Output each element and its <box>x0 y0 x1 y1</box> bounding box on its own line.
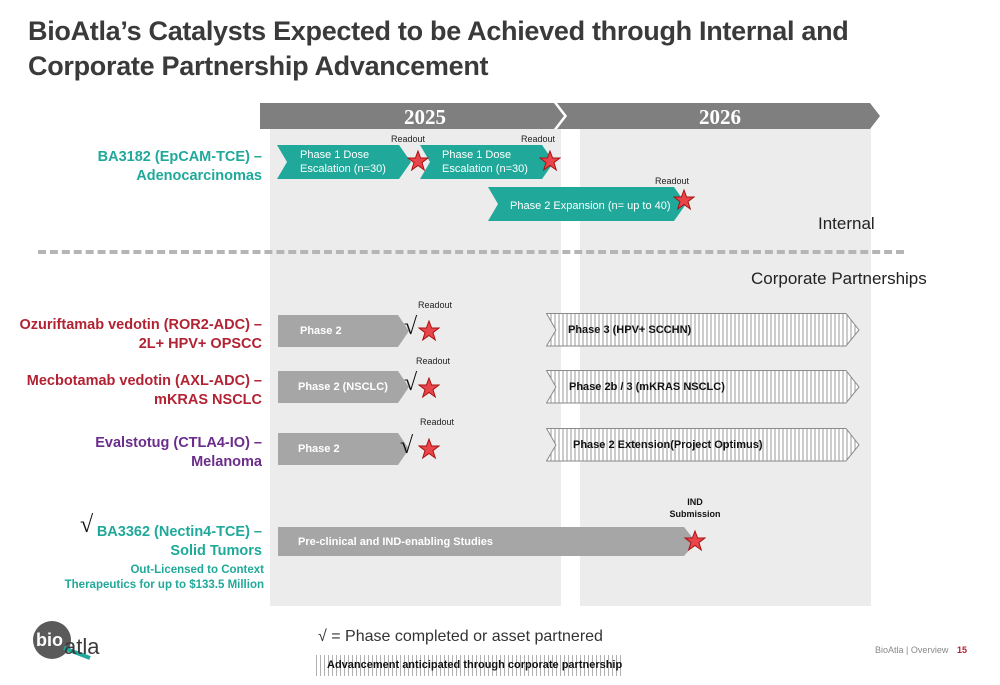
section-corporate-label: Corporate Partnerships <box>751 269 927 288</box>
mecbotamab-phase2b3-hatched-bar <box>546 370 860 404</box>
legend-check-text: √ = Phase completed or asset partnered <box>318 628 603 645</box>
asset-ba3362: BA3362 (Nectin4-TCE) – Solid Tumors <box>96 524 262 559</box>
evalstotug-phase2-bar <box>278 433 409 465</box>
readout-star-icon <box>418 320 440 342</box>
year-header-band <box>260 103 880 129</box>
ba3182-readout-c: Readout <box>655 176 690 186</box>
ba3362-partnered-check: √ <box>80 512 94 538</box>
ba3182-phase1-label-b: Phase 1 Dose Escalation (n=30) <box>442 149 528 175</box>
logo-atla-text: atla <box>64 634 100 659</box>
readout-star-icon <box>539 150 561 172</box>
ozuriftamab-readout: Readout <box>418 300 453 310</box>
ozuriftamab-phase3-hatched-bar <box>546 313 860 347</box>
ba3362-ind-milestone: IND Submission <box>669 497 721 519</box>
ba3362-preclinical-label: Pre-clinical and IND-enabling Studies <box>298 536 493 548</box>
footer-company: BioAtla <box>875 645 904 655</box>
legend-hatch-text: Advancement anticipated through corporat… <box>327 659 623 671</box>
mecbotamab-completed-check: √ <box>404 370 418 396</box>
footer: BioAtla | Overview 15 <box>875 645 967 655</box>
legend-hatched-swatch <box>313 655 621 676</box>
asset-ba3182-indication: Adenocarcinomas <box>136 168 262 184</box>
asset-mecbotamab: Mecbotamab vedotin (AXL-ADC) – mKRAS NSCL… <box>26 373 262 408</box>
section-internal-label: Internal <box>818 214 875 233</box>
ozuriftamab-phase2-bar <box>278 315 409 347</box>
evalstotug-readout: Readout <box>420 417 455 427</box>
asset-evalstotug: Evalstotug (CTLA4-IO) – Melanoma <box>95 435 262 470</box>
year-2026-label: 2026 <box>699 105 741 129</box>
asset-ba3182: BA3182 (EpCAM-TCE) – Adenocarcinomas <box>40 148 262 186</box>
evalstotug-extension-hatched-bar <box>546 428 860 462</box>
ba3182-phase1-bar-b <box>420 145 554 179</box>
page-title: BioAtla’s Catalysts Expected to be Achie… <box>28 16 849 81</box>
evalstotug-extension-label: Phase 2 Extension(Project Optimus) <box>573 439 763 451</box>
readout-star-icon <box>407 150 429 172</box>
ba3362-preclinical-bar <box>278 527 696 556</box>
ozuriftamab-phase3-label: Phase 3 (HPV+ SCCHN) <box>568 324 692 336</box>
mecbotamab-phase2b3-label: Phase 2b / 3 (mKRAS NSCLC) <box>569 381 725 393</box>
asset-ozuriftamab: Ozuriftamab vedotin (ROR2-ADC) –2L+ HPV+… <box>19 317 263 352</box>
ba3182-phase2-label: Phase 2 Expansion (n= up to 40) <box>510 200 671 212</box>
mecbotamab-readout: Readout <box>416 356 451 366</box>
page-number: 15 <box>956 645 967 655</box>
ozuriftamab-completed-check: √ <box>404 314 418 340</box>
ba3182-phase2-bar <box>488 187 686 221</box>
evalstotug-completed-check: √ <box>400 433 414 459</box>
year-2025-label: 2025 <box>404 105 446 129</box>
logo-mark-icon <box>33 621 91 660</box>
bioatla-logo: bio atla <box>30 618 110 668</box>
mecbotamab-phase2-label: Phase 2 (NSCLC) <box>298 381 388 393</box>
readout-star-icon <box>418 377 440 399</box>
section-divider <box>38 250 904 254</box>
readout-star-icon <box>418 438 440 460</box>
footer-separator: | <box>906 645 909 655</box>
ba3182-readout-b: Readout <box>521 134 556 144</box>
ba3362-license-note: Out-Licensed to Context Therapeutics for … <box>64 564 264 591</box>
ozuriftamab-phase2-label: Phase 2 <box>300 325 342 337</box>
footer-section: Overview <box>910 645 949 655</box>
logo-bio-text: bio <box>36 630 63 650</box>
ba3182-readout-a: Readout <box>391 134 426 144</box>
ba3182-phase1-bar-a <box>277 145 411 179</box>
asset-ba3182-name: BA3182 (EpCAM-TCE) – <box>97 149 262 165</box>
readout-star-icon <box>673 189 695 211</box>
evalstotug-phase2-label: Phase 2 <box>298 443 340 455</box>
ba3182-phase1-label-a: Phase 1 Dose Escalation (n=30) <box>300 149 386 175</box>
milestone-star-icon <box>684 530 706 552</box>
mecbotamab-phase2-bar <box>278 371 409 403</box>
